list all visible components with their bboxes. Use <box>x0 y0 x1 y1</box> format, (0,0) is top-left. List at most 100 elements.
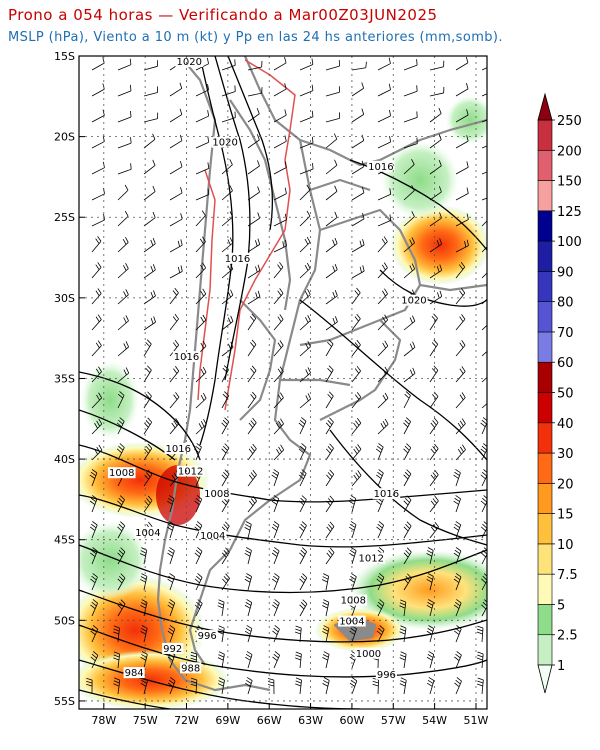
wind-barb <box>143 211 156 227</box>
isobar-label-bg <box>354 647 383 659</box>
colorbar-label: 80 <box>557 296 574 311</box>
wind-barb <box>403 137 418 149</box>
wind-barb <box>454 677 462 695</box>
wind-barb <box>195 110 210 123</box>
wind-barb <box>480 469 487 487</box>
wind-barb <box>143 391 152 409</box>
wind-barb <box>169 187 183 201</box>
wind-barb <box>403 573 412 591</box>
wind-barb <box>403 469 412 487</box>
isobar-label-bg <box>400 294 428 306</box>
wind-barb <box>351 313 361 331</box>
isobar-label: 984 <box>125 668 144 679</box>
wind-barb <box>90 547 98 565</box>
wind-barb <box>273 57 287 71</box>
wind-barb <box>221 159 233 175</box>
wind-barb <box>113 625 120 643</box>
wind-barb <box>169 108 183 123</box>
wind-barb <box>480 521 487 539</box>
wind-barb <box>325 417 334 435</box>
wind-barb <box>429 86 445 97</box>
isobar-label: 992 <box>163 644 182 655</box>
wind-barb <box>140 625 148 643</box>
isobar-1000 <box>79 544 487 594</box>
wind-barb <box>429 339 439 357</box>
wind-barb <box>325 469 335 487</box>
wind-barb <box>90 651 99 669</box>
isobar-label-bg <box>180 662 202 674</box>
wind-barb <box>271 495 280 513</box>
colorbar-swatch <box>537 331 553 363</box>
wind-barb <box>426 625 435 643</box>
wind-barb <box>325 263 338 279</box>
wind-barb <box>247 134 260 149</box>
wind-barb <box>221 289 234 305</box>
wind-barb <box>377 392 389 409</box>
wind-barb <box>273 83 287 97</box>
wind-barb <box>455 288 466 305</box>
wind-barb <box>244 651 253 669</box>
wind-barb <box>247 417 257 435</box>
wind-barb <box>455 213 469 227</box>
wind-barb <box>143 185 156 201</box>
wind-barb <box>299 163 314 175</box>
wind-barb <box>403 315 416 331</box>
isobar-988 <box>79 659 361 709</box>
wind-barb <box>351 287 361 305</box>
wind-barb <box>481 119 487 123</box>
wind-barb <box>299 599 308 617</box>
wind-barb <box>272 625 280 643</box>
wind-barb <box>299 58 314 71</box>
colorbar-label: 90 <box>557 265 574 280</box>
wind-barb <box>117 110 132 123</box>
wind-barb <box>167 521 175 539</box>
wind-barb <box>247 365 257 383</box>
wind-barb <box>376 521 384 539</box>
colorbar-label: 7.5 <box>557 568 578 583</box>
wind-barb <box>221 573 230 591</box>
wind-barb <box>221 263 234 279</box>
wind-barb <box>91 288 102 305</box>
wind-barb <box>221 111 236 123</box>
wind-barb <box>221 315 234 331</box>
wind-barb <box>247 339 257 357</box>
colorbar-swatch <box>537 543 553 575</box>
wind-barb <box>377 418 389 435</box>
wind-barb <box>375 443 384 461</box>
colorbar-swatch <box>537 240 553 272</box>
wind-barb <box>247 61 263 71</box>
isobar-label-bg <box>211 136 239 148</box>
wind-barb <box>325 521 335 539</box>
isobar-label-bg <box>134 526 162 538</box>
wind-barb <box>195 262 206 279</box>
wind-barb <box>195 419 207 435</box>
wind-barb <box>91 366 102 383</box>
wind-barb <box>143 417 153 435</box>
isobar-label-bg <box>198 530 227 542</box>
wind-barb <box>299 341 311 357</box>
isobar-label-bg <box>372 488 401 500</box>
wind-barb <box>453 573 462 591</box>
wind-barb <box>117 367 130 383</box>
wind-barb <box>221 443 230 461</box>
colorbar-label: 10 <box>557 538 574 553</box>
wind-barb <box>167 495 175 513</box>
wind-barb <box>481 93 487 97</box>
lat-tick-label: 40S <box>54 453 75 466</box>
wind-barb <box>325 86 340 97</box>
wind-barb <box>194 443 202 461</box>
wind-barb <box>403 367 416 383</box>
wind-barb <box>116 417 125 435</box>
wind-barb <box>169 392 180 409</box>
isobar-996 <box>79 589 487 643</box>
isobar-label-bg <box>164 443 193 455</box>
wind-barb <box>117 84 132 97</box>
wind-barb <box>351 444 362 461</box>
isobar-label: 1004 <box>339 617 364 628</box>
wind-barb <box>221 237 234 253</box>
wind-barb <box>403 495 412 513</box>
map-frame <box>78 55 488 710</box>
wind-barb <box>167 677 176 695</box>
wind-barb <box>89 495 98 513</box>
wind-barb <box>221 185 233 201</box>
